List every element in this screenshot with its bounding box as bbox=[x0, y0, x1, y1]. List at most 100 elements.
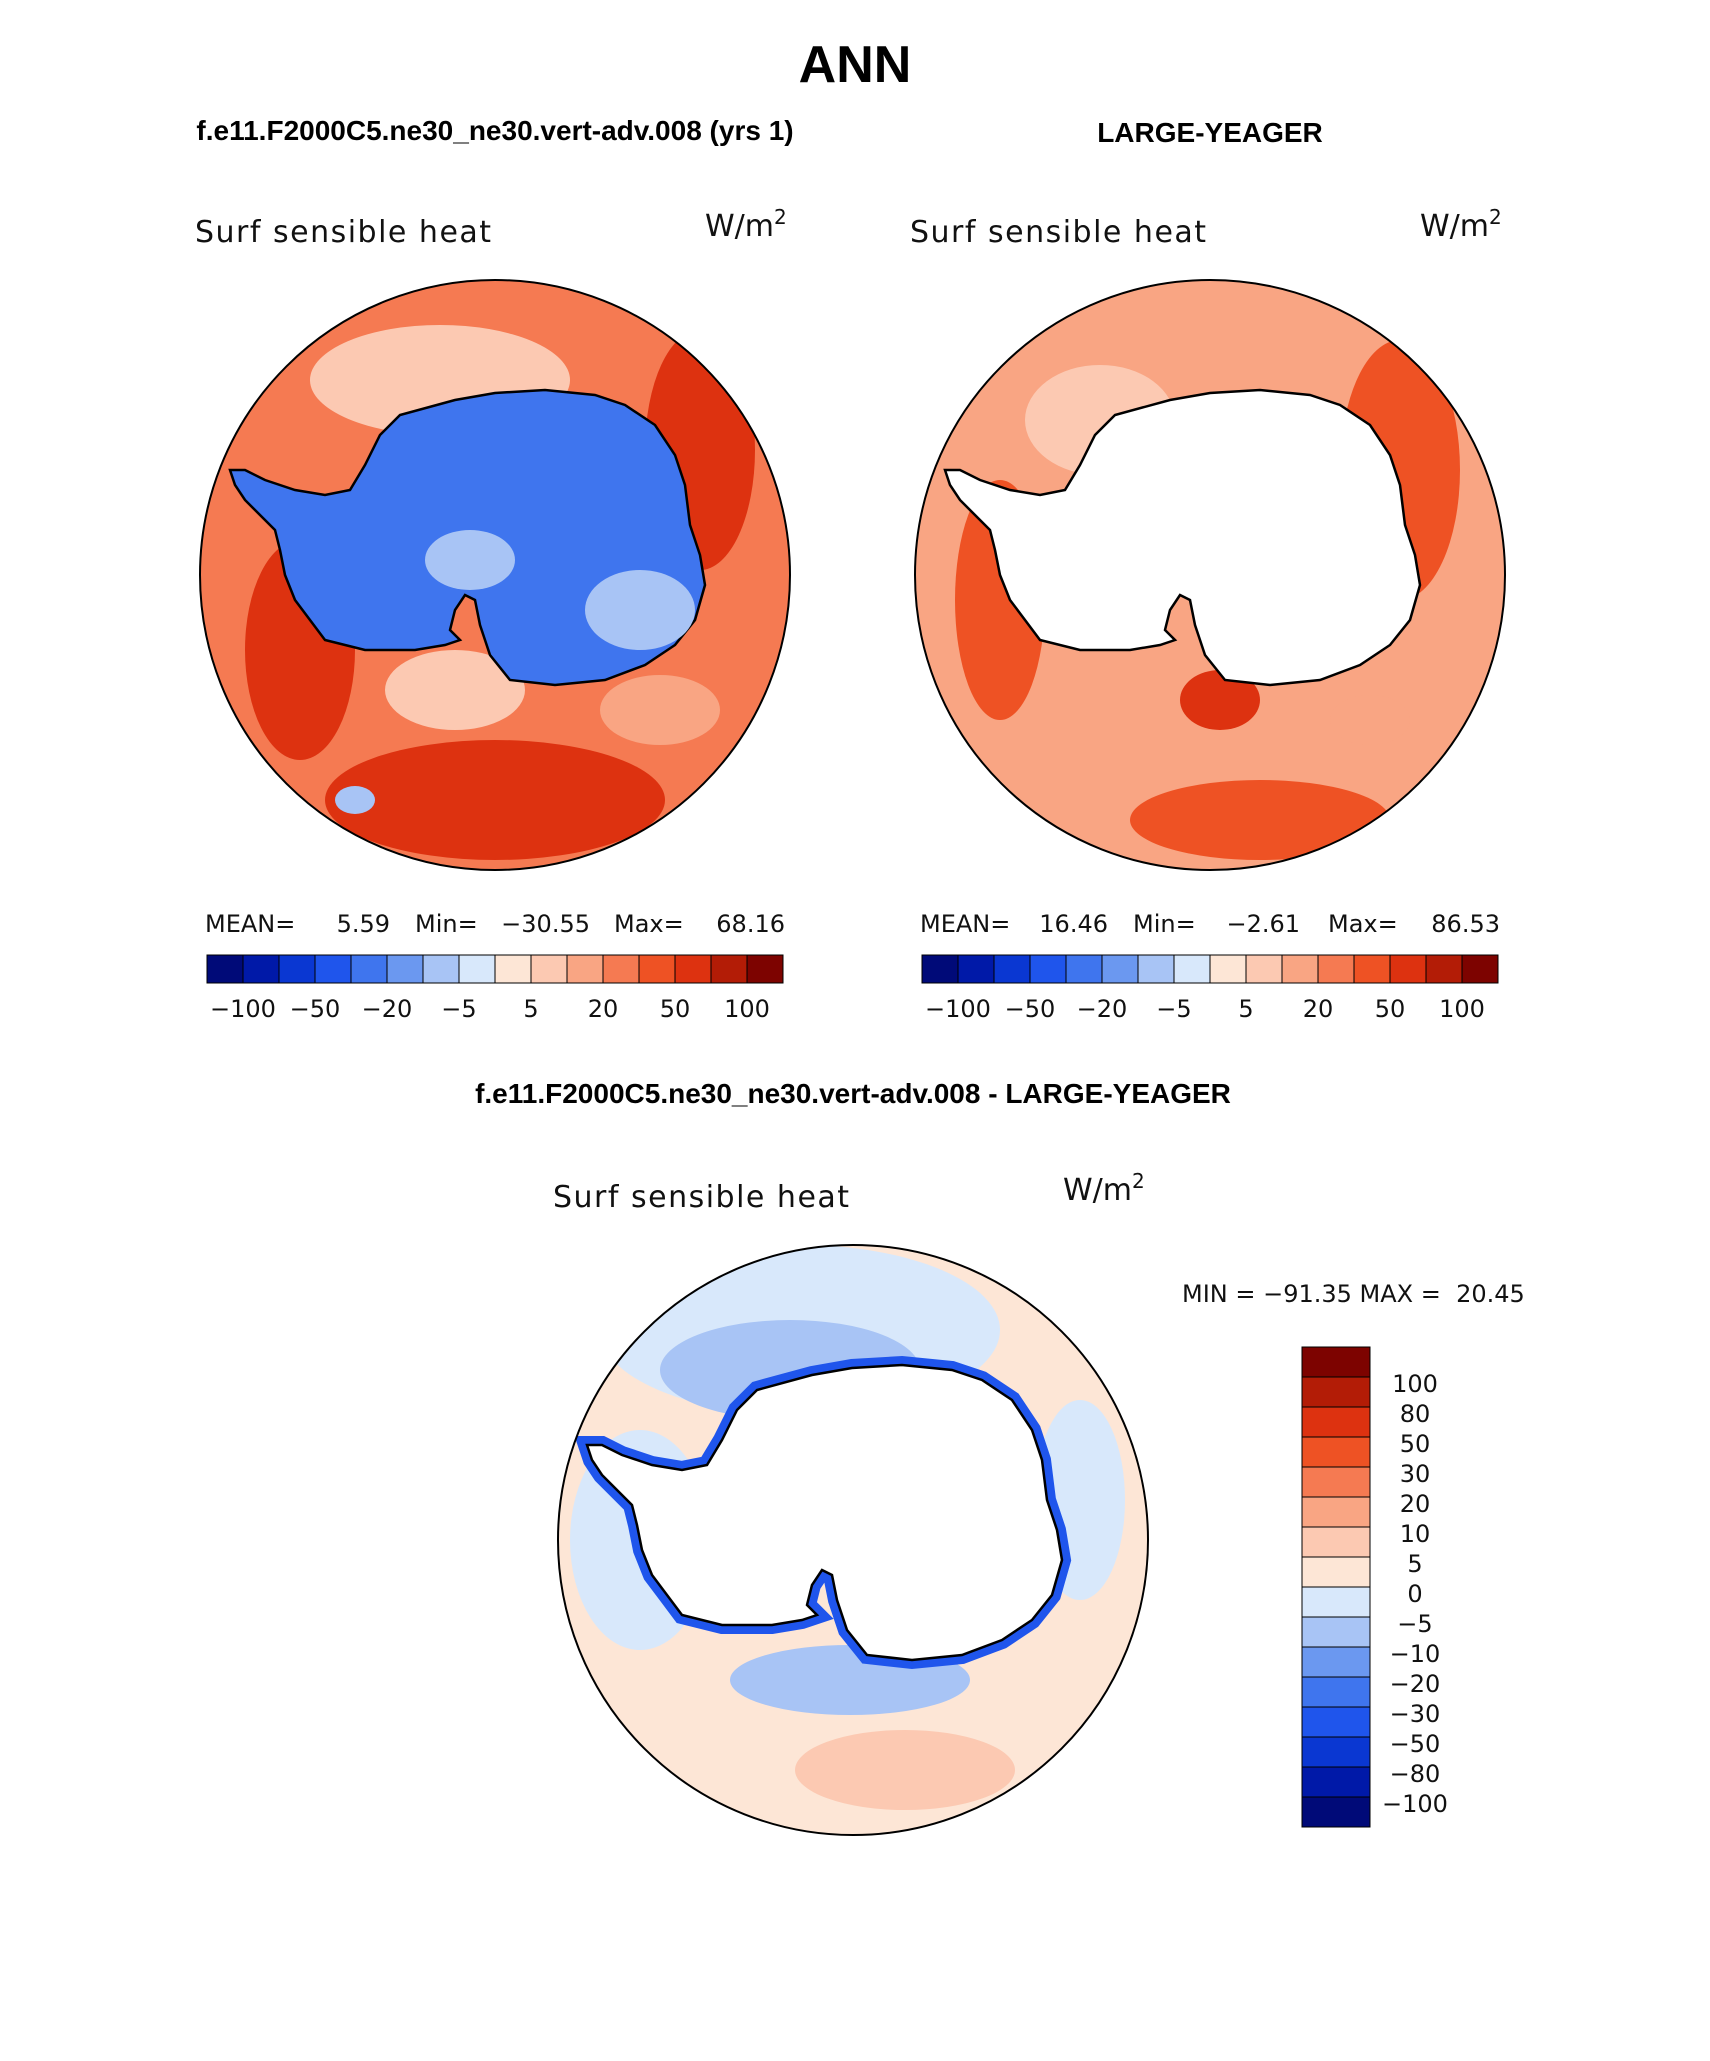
model-colorbar-box bbox=[710, 954, 748, 984]
obs-colorbar-tick-label: 100 bbox=[1439, 995, 1485, 1023]
model-colorbar-tick-label: −5 bbox=[441, 995, 476, 1023]
diff-colorbar-box bbox=[1301, 1346, 1371, 1378]
model-cool-patch bbox=[600, 675, 720, 745]
obs-colorbar-box bbox=[1317, 954, 1355, 984]
model-colorbar-tick-label: 100 bbox=[724, 995, 770, 1023]
model-colorbar-box bbox=[242, 954, 280, 984]
model-mean-value: 5.59 bbox=[337, 910, 390, 938]
model-colorbar-box bbox=[602, 954, 640, 984]
model-colorbar-box bbox=[674, 954, 712, 984]
diff-colorbar-box bbox=[1301, 1406, 1371, 1438]
diff-positive-patch bbox=[1030, 1260, 1130, 1320]
obs-map-border bbox=[914, 279, 1506, 871]
model-map bbox=[200, 280, 790, 870]
obs-colorbar-tick-label: 50 bbox=[1375, 995, 1406, 1023]
obs-colorbar-tick-label: −5 bbox=[1156, 995, 1191, 1023]
obs-colorbar-box bbox=[1137, 954, 1175, 984]
diff-colorbar-tick-label: 80 bbox=[1400, 1400, 1431, 1428]
diff-colorbar-tick-label: −5 bbox=[1397, 1610, 1432, 1638]
diff-colorbar-box bbox=[1301, 1466, 1371, 1498]
obs-min-value: −2.61 bbox=[1226, 910, 1300, 938]
diff-colorbar-tick-label: −50 bbox=[1390, 1730, 1441, 1758]
diff-colorbar-tick-label: 50 bbox=[1400, 1430, 1431, 1458]
obs-colorbar-box bbox=[1461, 954, 1499, 984]
obs-colorbar-tick-label: 20 bbox=[1303, 995, 1334, 1023]
model-colorbar-box bbox=[746, 954, 784, 984]
obs-colorbar-box bbox=[957, 954, 995, 984]
obs-colorbar-box bbox=[1065, 954, 1103, 984]
diff-colorbar-tick-label: −30 bbox=[1390, 1700, 1441, 1728]
diff-colorbar-tick-label: −80 bbox=[1390, 1760, 1441, 1788]
diff-colorbar-tick-label: −20 bbox=[1390, 1670, 1441, 1698]
diff-colorbar-box bbox=[1301, 1526, 1371, 1558]
obs-colorbar-box bbox=[1281, 954, 1319, 984]
diff-colorbar-box bbox=[1301, 1646, 1371, 1678]
model-min-value: −30.55 bbox=[501, 910, 590, 938]
model-colorbar-tick-label: 20 bbox=[588, 995, 619, 1023]
obs-max-value: 86.53 bbox=[1431, 910, 1500, 938]
diff-colorbar-box bbox=[1301, 1616, 1371, 1648]
model-panel: Surf sensible heat W/m2 MEAN= 5.59 Min= … bbox=[195, 205, 791, 1023]
diff-colorbar-tick-label: 100 bbox=[1392, 1370, 1438, 1398]
diff-colorbar-box bbox=[1301, 1586, 1371, 1618]
obs-colorbar-tick-label: −50 bbox=[1005, 995, 1056, 1023]
model-colorbar-box bbox=[350, 954, 388, 984]
model-colorbar-tick-label: −20 bbox=[362, 995, 413, 1023]
model-colorbar-labels: −100 −50 −20 −5 5 20 50 100 bbox=[210, 995, 770, 1023]
obs-warm-patch bbox=[1180, 670, 1260, 730]
diff-panel: Surf sensible heat W/m2 MIN = −91.35 MAX… bbox=[553, 1169, 1525, 1836]
model-stats: MEAN= 5.59 Min= −30.55 Max= 68.16 bbox=[205, 910, 785, 938]
model-colorbar-box bbox=[494, 954, 532, 984]
model-colorbar-box bbox=[566, 954, 604, 984]
model-colorbar-box bbox=[638, 954, 676, 984]
diff-colorbar-box bbox=[1301, 1706, 1371, 1738]
model-colorbar-box bbox=[206, 954, 244, 984]
obs-colorbar-tick-label: 5 bbox=[1238, 995, 1253, 1023]
obs-mean-value: 16.46 bbox=[1039, 910, 1108, 938]
diff-map-border bbox=[557, 1244, 1149, 1836]
obs-colorbar-box bbox=[1389, 954, 1427, 984]
obs-colorbar-box bbox=[921, 954, 959, 984]
diff-colorbar-tick-label: 30 bbox=[1400, 1460, 1431, 1488]
diff-units-label: W/m2 bbox=[1063, 1169, 1145, 1208]
model-colorbar-box bbox=[278, 954, 316, 984]
model-cool-patch bbox=[385, 650, 525, 730]
model-max-value: 68.16 bbox=[716, 910, 785, 938]
model-mean-label: MEAN= bbox=[205, 910, 295, 938]
obs-stats: MEAN= 16.46 Min= −2.61 Max= 86.53 bbox=[920, 910, 1500, 938]
obs-colorbar-box bbox=[1029, 954, 1067, 984]
diff-colorbar-box bbox=[1301, 1436, 1371, 1468]
model-colorbar-tick-label: −50 bbox=[290, 995, 341, 1023]
obs-max-label: Max= bbox=[1328, 910, 1398, 938]
obs-colorbar-box bbox=[1245, 954, 1283, 984]
model-colorbar-box bbox=[458, 954, 496, 984]
obs-cool-patch bbox=[1330, 695, 1410, 745]
obs-colorbar-box bbox=[1101, 954, 1139, 984]
obs-units-label: W/m2 bbox=[1420, 205, 1502, 244]
obs-colorbar-tick-label: −20 bbox=[1077, 995, 1128, 1023]
model-colorbar-box bbox=[422, 954, 460, 984]
diff-positive-patch bbox=[795, 1730, 1015, 1810]
difference-title: f.e11.F2000C5.ne30_ne30.vert-adv.008 - L… bbox=[475, 1078, 1231, 1109]
obs-min-label: Min= bbox=[1133, 910, 1196, 938]
obs-colorbar-tick-label: −100 bbox=[925, 995, 991, 1023]
diff-colorbar-box bbox=[1301, 1676, 1371, 1708]
model-variable-label: Surf sensible heat bbox=[195, 215, 493, 250]
obs-colorbar-box bbox=[1209, 954, 1247, 984]
model-colorbar-box bbox=[314, 954, 352, 984]
model-colorbar-tick-label: 50 bbox=[660, 995, 691, 1023]
diff-colorbar-tick-label: 10 bbox=[1400, 1520, 1431, 1548]
diff-colorbar-box bbox=[1301, 1736, 1371, 1768]
season-title: ANN bbox=[799, 36, 912, 94]
diff-colorbar-box bbox=[1301, 1496, 1371, 1528]
diff-colorbar-box bbox=[1301, 1766, 1371, 1798]
model-max-label: Max= bbox=[614, 910, 684, 938]
model-case-title: f.e11.F2000C5.ne30_ne30.vert-adv.008 (yr… bbox=[196, 115, 793, 146]
diff-colorbar-box bbox=[1301, 1556, 1371, 1588]
obs-colorbar-box bbox=[1173, 954, 1211, 984]
obs-warm-patch bbox=[1130, 780, 1390, 860]
model-colorbar-box bbox=[530, 954, 568, 984]
model-units-label: W/m2 bbox=[705, 205, 787, 244]
diff-colorbar-tick-label: 0 bbox=[1407, 1580, 1422, 1608]
